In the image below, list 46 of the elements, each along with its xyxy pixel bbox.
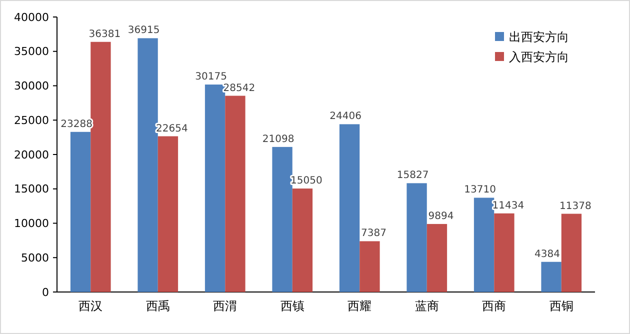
data-label: 15827: [396, 170, 429, 182]
bar: [541, 262, 562, 292]
bar: [426, 224, 448, 292]
data-label: 30175: [195, 72, 227, 83]
data-label: 24406: [330, 111, 362, 122]
bar: [138, 38, 158, 292]
data-label: 4384: [534, 248, 560, 260]
x-tick-label: 西商: [482, 299, 506, 313]
y-tick-label: 25000: [14, 114, 49, 127]
bar: [561, 214, 582, 292]
x-tick-label: 西镇: [280, 299, 304, 313]
legend-label: 入西安方向: [509, 50, 569, 64]
bar: [406, 183, 427, 292]
bar: [158, 136, 178, 292]
legend-label: 出西安方向: [509, 30, 569, 44]
data-label: 7387: [360, 228, 386, 240]
data-label: 36381: [88, 28, 121, 40]
bar: [204, 84, 226, 292]
data-label: 9894: [428, 210, 454, 222]
y-tick-label: 20000: [14, 148, 49, 162]
data-label: 11378: [560, 200, 592, 212]
data-label: 13710: [464, 184, 496, 196]
bar: [494, 213, 514, 292]
bar: [225, 96, 246, 292]
y-tick-label: 35000: [14, 45, 49, 58]
bar: [272, 146, 292, 292]
x-tick-label: 西汉: [78, 299, 103, 313]
x-tick-label: 西铜: [549, 299, 574, 313]
y-tick-label: 15000: [14, 182, 49, 196]
y-tick-label: 10000: [14, 217, 49, 230]
data-label: 36915: [128, 25, 160, 36]
bar: [70, 132, 91, 292]
bar: [292, 188, 313, 292]
y-tick-label: 0: [42, 286, 49, 299]
bar: [90, 42, 111, 292]
data-label: 21098: [262, 134, 294, 145]
bar: [339, 124, 360, 292]
y-tick-label: 40000: [14, 10, 49, 24]
bar: [360, 241, 380, 292]
bar: [474, 198, 494, 292]
x-tick-label: 西耀: [348, 299, 372, 313]
x-tick-label: 西渭: [213, 299, 238, 313]
x-tick-label: 西禹: [146, 299, 170, 313]
x-tick-label: 蓝商: [414, 299, 439, 313]
y-tick-label: 30000: [14, 80, 49, 93]
y-tick-label: 5000: [21, 251, 49, 264]
